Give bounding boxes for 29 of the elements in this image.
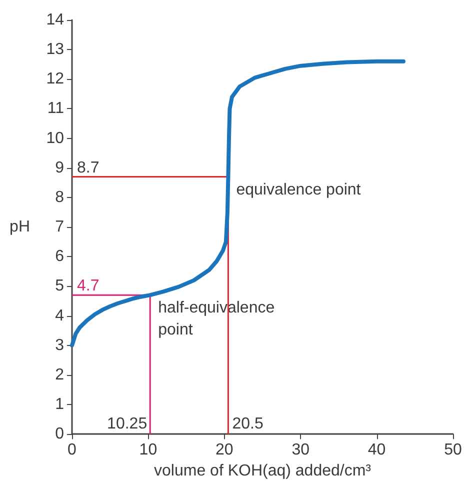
y-tick-label: 11 (47, 100, 64, 118)
ref-line-label: 4.7 (77, 278, 100, 295)
y-tick-label: 7 (55, 218, 64, 236)
ref-line-label: 8.7 (77, 159, 100, 176)
y-tick-label: 1 (55, 396, 64, 414)
ref-line-label: 10.25 (107, 416, 148, 433)
annotation: equivalence point (236, 181, 362, 198)
x-tick-label: 30 (292, 442, 310, 459)
y-tick-label: 13 (46, 41, 64, 58)
x-axis-title: volume of KOH(aq) added/cm³ (154, 462, 372, 480)
y-tick-label: 4 (55, 307, 64, 324)
y-tick-label: 0 (55, 426, 64, 443)
y-tick-label: 3 (55, 336, 64, 354)
y-tick-label: 8 (55, 188, 64, 206)
y-tick-label: 6 (55, 248, 64, 266)
line-series (70, 59, 406, 348)
y-axis-title: pH (10, 218, 30, 236)
x-tick-label: 0 (68, 442, 77, 459)
x-tick-label: 20 (216, 442, 234, 459)
y-tick-label: 2 (55, 366, 64, 384)
y-tick-label: 5 (55, 278, 64, 295)
y-tick-label: 9 (55, 159, 64, 176)
y-tick-label: 10 (46, 130, 64, 147)
ref-line-label: 20.5 (232, 416, 264, 433)
y-tick-label: 14 (46, 12, 64, 28)
x-tick-label: 40 (368, 442, 386, 459)
y-tick-label: 12 (46, 70, 64, 88)
x-tick-label: 50 (444, 442, 462, 459)
x-tick-label: 10 (139, 442, 158, 459)
